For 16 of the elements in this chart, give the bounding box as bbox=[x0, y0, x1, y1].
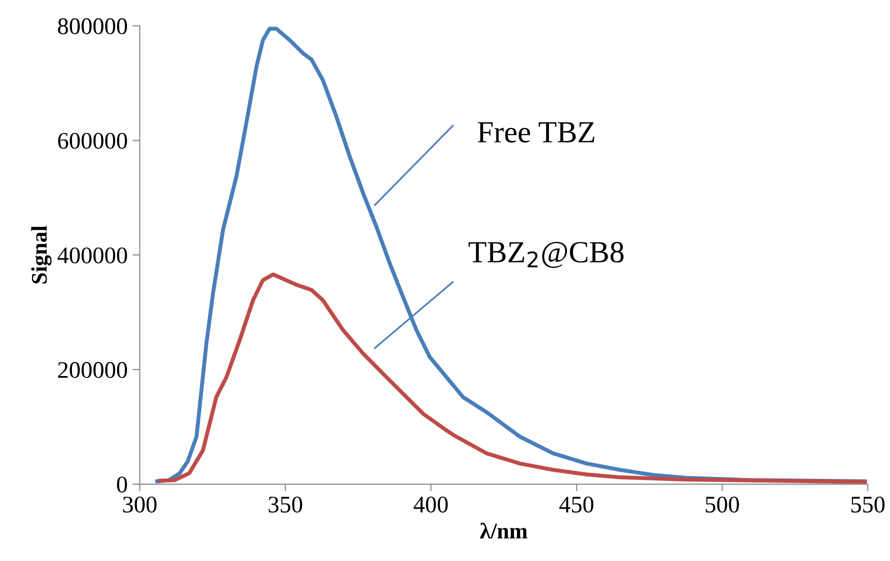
x-axis-title: λ/nm bbox=[480, 522, 528, 539]
line-series bbox=[158, 272, 867, 484]
x-tick-label: 350 bbox=[268, 496, 302, 513]
annotation: Free TBZ bbox=[478, 122, 594, 143]
y-axis-title: Signal bbox=[31, 226, 52, 284]
y-tick-label: 800000 bbox=[58, 18, 128, 34]
x-tick-label: 400 bbox=[414, 496, 448, 513]
y-tick-label: 200000 bbox=[58, 362, 128, 378]
y-tick-label: 600000 bbox=[58, 132, 128, 149]
x-tick-label: 550 bbox=[851, 496, 885, 513]
x-tick-label: 500 bbox=[706, 496, 739, 513]
annotation: TBZ$_{2}$@CB8 bbox=[468, 242, 624, 268]
y-tick-label: 0 bbox=[117, 476, 128, 493]
y-tick-label: 400000 bbox=[58, 247, 128, 264]
x-tick-label: 300 bbox=[123, 496, 157, 513]
x-tick-label: 450 bbox=[559, 496, 594, 513]
